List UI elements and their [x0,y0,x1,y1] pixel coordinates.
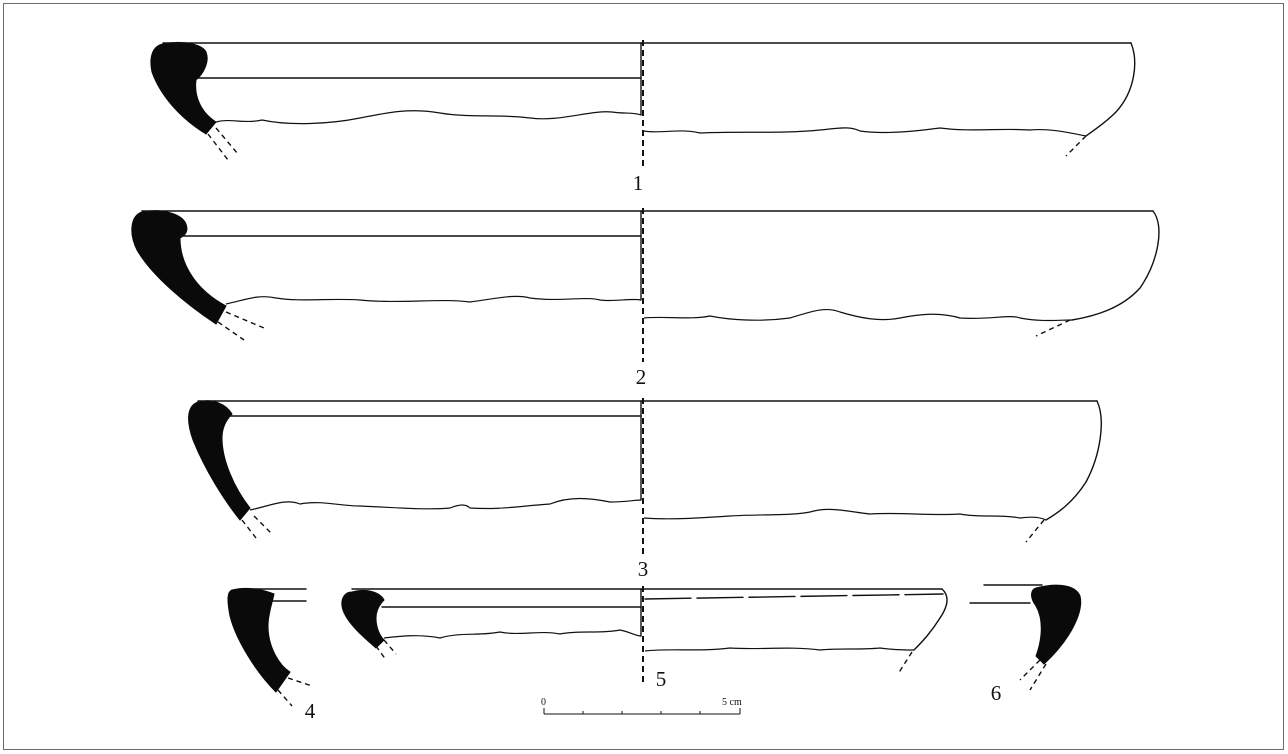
figure-label-1: 1 [633,171,644,195]
figure-label-2: 2 [636,365,647,389]
vessel-2-break-outer [643,308,1073,322]
figure-label-3: 3 [638,557,649,581]
vessel-5-break-inner [383,629,642,639]
vessel-5-drawing: 5 [341,586,948,691]
vessel-3-break-inner [249,497,642,511]
scale-start-label: 0 [541,697,546,708]
vessel-4-drawing: 4 [227,587,316,723]
plate-frame [3,3,1284,750]
figure-label-4: 4 [305,699,316,723]
vessel-1-break-inner [215,110,642,125]
vessel-4-section [227,587,291,693]
vessel-2-break-inner [225,295,642,305]
vessel-6-section [1031,584,1082,665]
vessel-1-break-outer [643,127,1087,137]
figure-label-6: 6 [991,681,1002,705]
vessel-2-section [131,210,227,325]
scale-end-label: 5 cm [722,697,742,708]
scale-bar: 0 5 cm [541,697,742,715]
vessel-5-break-outer [644,647,915,652]
figure-label-5: 5 [656,667,667,691]
vessel-3-section [188,400,251,521]
vessel-1-section [150,41,217,135]
vessel-3-break-outer [643,508,1047,521]
vessel-1-drawing: 1 [150,40,1136,195]
vessel-5-section [341,589,385,649]
vessel-3-drawing: 3 [188,398,1102,581]
vessel-6-drawing: 6 [969,584,1082,705]
vessel-2-drawing: 2 [131,208,1160,389]
